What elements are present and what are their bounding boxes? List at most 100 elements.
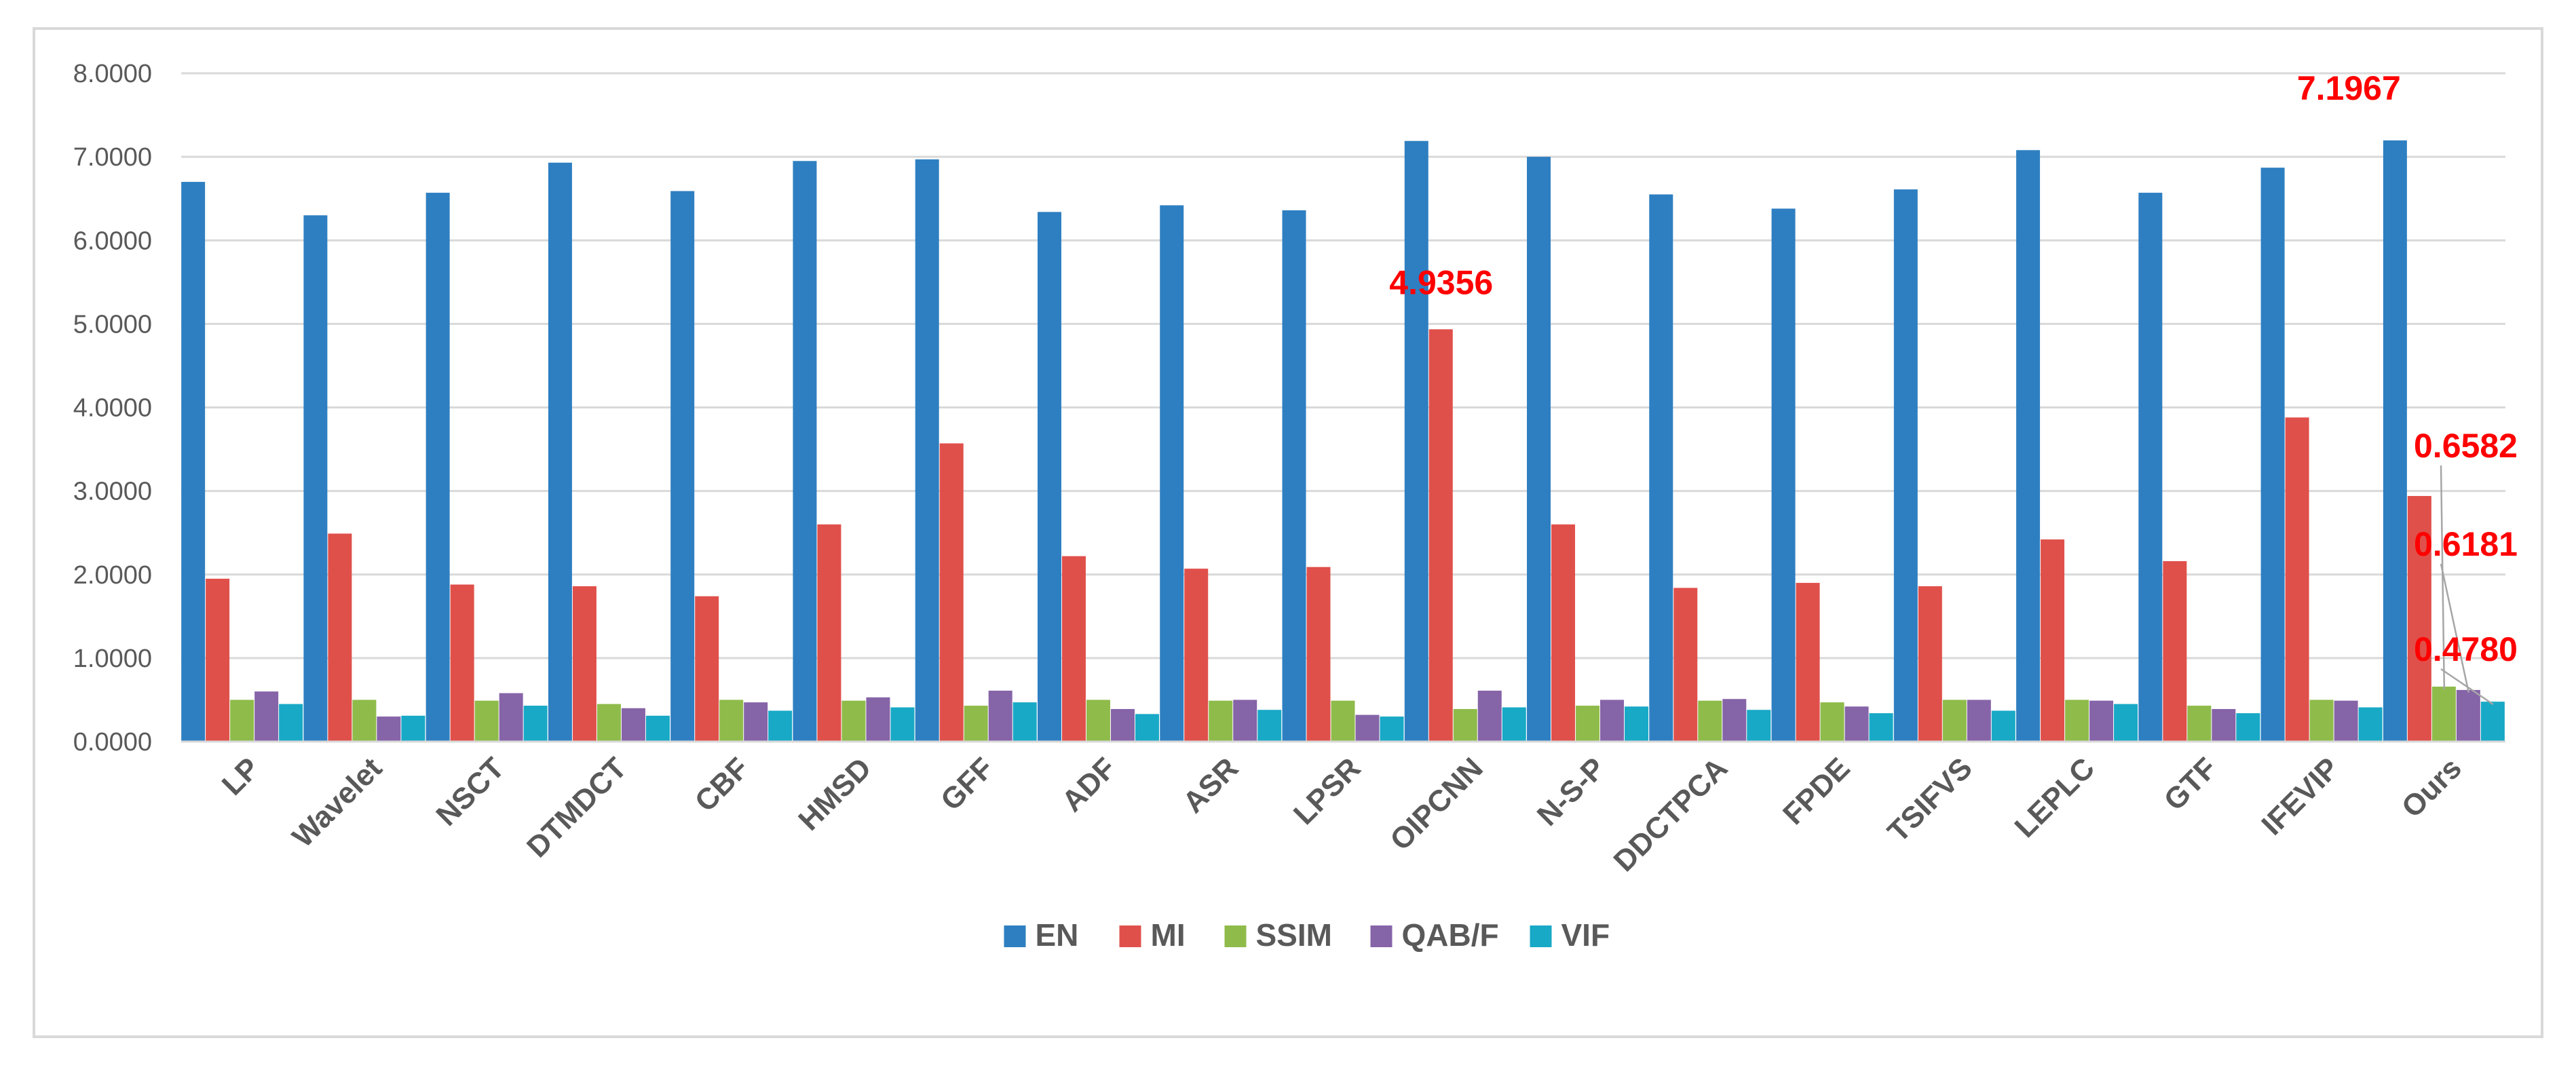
bar-en-gtf (2138, 193, 2163, 742)
annotation-label: 0.6582 (2414, 427, 2518, 465)
x-category-label: NSCT (430, 751, 510, 832)
chart-frame: 0.0000 1.0000 2.0000 3.0000 4.0000 5.0000 6.00… (33, 27, 2543, 1038)
legend-item-mi: MI (1119, 917, 1186, 953)
bar-mi-gff (939, 443, 964, 742)
bar-en-gff (915, 159, 939, 742)
bar-vif-nsp (1625, 706, 1649, 742)
bar-ssim-gtf (2187, 706, 2212, 742)
y-tick-label: 0.0000 (73, 728, 152, 757)
bar-qabf-cbf (744, 702, 768, 742)
legend: EN MI SSIM QAB/F VIF (1004, 917, 1610, 953)
x-category-label: GFF (934, 751, 1000, 817)
bar-ssim-hmsd (841, 700, 866, 742)
bar-vif-gff (1012, 702, 1037, 742)
x-category-label: GTF (2158, 751, 2224, 817)
bar-qabf-gtf (2212, 708, 2236, 742)
bar-qabf-asr (1233, 700, 1257, 742)
legend-swatch (1370, 925, 1393, 947)
legend-swatch (1530, 925, 1552, 947)
x-category-label: ASR (1177, 751, 1245, 819)
legend-label: QAB/F (1402, 917, 1499, 953)
bar-ssim-lp (230, 700, 254, 742)
bar-vif-dtmdct (645, 715, 670, 742)
y-tick-label: 8.0000 (73, 60, 152, 88)
bar-mi-lp (206, 578, 230, 742)
legend-label: MI (1151, 917, 1186, 953)
bar-vif-hmsd (890, 707, 915, 742)
bar-mi-hmsd (817, 524, 841, 742)
bar-mi-ours (2407, 496, 2431, 742)
bar-mi-nsp (1551, 524, 1576, 742)
y-tick-label: 5.0000 (73, 310, 152, 339)
legend-label: SSIM (1256, 917, 1332, 953)
bar-vif-adf (1135, 714, 1159, 742)
bar-mi-nsct (450, 584, 474, 742)
bar-en-tsifvs (1893, 189, 1918, 742)
annotation-leader-line (2440, 465, 2446, 689)
bar-ssim-lpsr (1331, 700, 1355, 742)
bar-qabf-hmsd (866, 697, 890, 742)
bar-ssim-dtmdct (596, 704, 621, 742)
bar-qabf-fpde (1844, 706, 1869, 742)
bar-en-nsct (425, 193, 450, 742)
annotation-leader-line (2440, 563, 2470, 693)
bar-vif-asr (1257, 710, 1282, 742)
bar-chart: 0.0000 1.0000 2.0000 3.0000 4.0000 5.0000 6.00… (73, 60, 2518, 953)
bar-ssim-ddctpca (1698, 700, 1722, 742)
bar-qabf-nsp (1600, 700, 1625, 742)
legend-swatch (1224, 925, 1247, 947)
bar-en-ours (2383, 140, 2407, 742)
bar-ssim-adf (1086, 700, 1110, 742)
bar-vif-gtf (2236, 713, 2260, 742)
bar-ssim-ours (2431, 686, 2456, 742)
bar-mi-cbf (695, 596, 719, 742)
x-category-label: CBF (689, 751, 756, 818)
x-category-label: HMSD (792, 751, 877, 837)
bar-en-ddctpca (1649, 194, 1673, 742)
bar-vif-lpsr (1380, 716, 1404, 742)
bar-en-fpde (1771, 208, 1796, 742)
bar-vif-ifevip (2358, 707, 2383, 742)
x-category-label: LP (216, 751, 266, 801)
bar-vif-ours (2480, 702, 2505, 742)
bar-vif-tsifvs (1991, 710, 2015, 742)
bar-qabf-leplc (2089, 700, 2114, 742)
legend-swatch (1119, 925, 1141, 947)
bar-mi-adf (1061, 556, 1086, 742)
y-tick-label: 4.0000 (73, 394, 152, 423)
bar-vif-leplc (2114, 704, 2138, 742)
bar-ssim-gff (964, 706, 988, 742)
bar-vif-oipcnn (1502, 707, 1526, 742)
bar-mi-wavelet (328, 533, 352, 742)
bar-mi-fpde (1796, 583, 1820, 742)
x-category-label: Ours (2395, 751, 2468, 824)
bar-en-asr (1160, 205, 1184, 742)
bar-en-lp (181, 182, 206, 742)
bar-qabf-oipcnn (1477, 690, 1502, 742)
bar-en-cbf (670, 191, 695, 742)
y-axis-ticks: 0.0000 1.0000 2.0000 3.0000 4.0000 5.0000 6.00… (73, 60, 152, 757)
bar-qabf-dtmdct (621, 708, 645, 742)
bar-en-oipcnn (1404, 140, 1428, 742)
annotation-label: 0.6181 (2414, 525, 2518, 563)
x-category-label: LPSR (1287, 751, 1367, 831)
bar-qabf-nsct (499, 693, 523, 742)
bar-mi-asr (1184, 569, 1209, 742)
bar-qabf-lp (254, 691, 279, 742)
annotations: 7.1967 4.9356 0.6582 0.6181 0.4780 (1389, 69, 2518, 706)
bar-vif-fpde (1869, 713, 1893, 742)
x-category-label: FPDE (1777, 751, 1857, 831)
bar-mi-ddctpca (1673, 588, 1698, 742)
bar-vif-ddctpca (1747, 710, 1771, 742)
bar-en-adf (1037, 212, 1061, 742)
bar-mi-tsifvs (1918, 586, 1942, 742)
bar-qabf-wavelet (377, 716, 401, 742)
bar-qabf-ifevip (2334, 700, 2358, 742)
bar-qabf-ours (2456, 689, 2480, 742)
bar-en-dtmdct (548, 162, 572, 742)
legend-label: EN (1036, 917, 1079, 953)
bar-ssim-wavelet (352, 700, 377, 742)
x-category-label: OIPCNN (1384, 751, 1490, 857)
bars (181, 140, 2505, 742)
annotation-label: 0.4780 (2414, 630, 2518, 668)
